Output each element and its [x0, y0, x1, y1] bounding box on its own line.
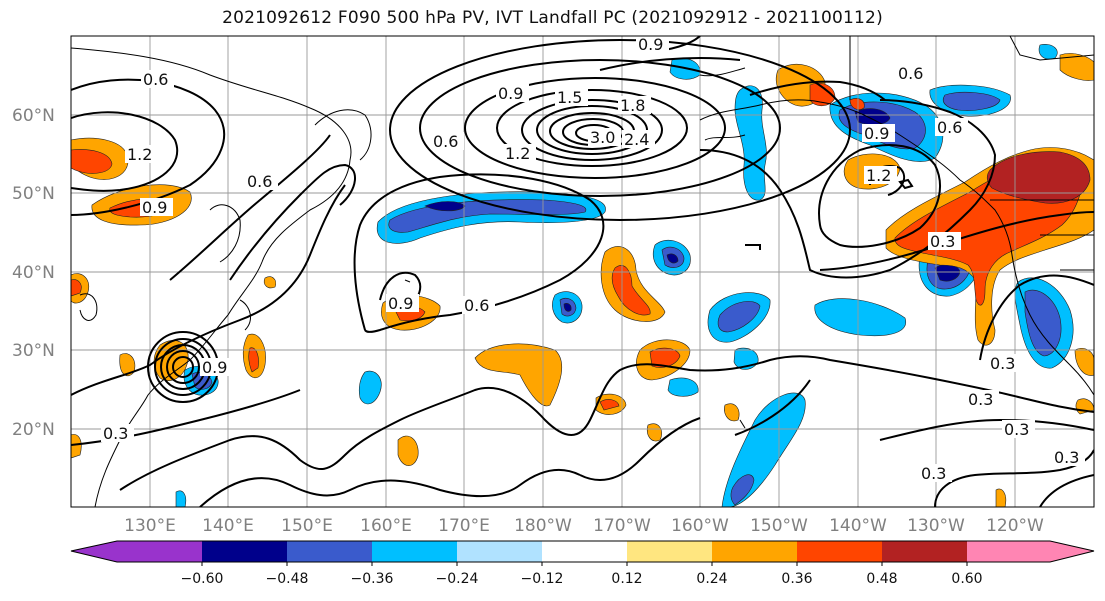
- contour-label: 0.3: [1004, 420, 1029, 439]
- colorbar-tick-label: −0.24: [436, 571, 479, 587]
- lat-label: 20°N: [12, 420, 55, 440]
- contour-label: 0.3: [921, 464, 946, 483]
- contour-label: 2.4: [624, 130, 649, 149]
- lon-label: 160°E: [360, 516, 412, 536]
- graticule: [71, 36, 1094, 507]
- colorbar-cell: [797, 541, 882, 562]
- contour-label: 1.2: [127, 145, 152, 164]
- map-title: 2021092612 F090 500 hPa PV, IVT Landfall…: [222, 8, 883, 28]
- colorbar-tick-label: 0.48: [866, 571, 897, 587]
- contour-label: 0.6: [898, 64, 923, 83]
- colorbar-cell: [882, 541, 967, 562]
- lon-label: 120°W: [986, 516, 1044, 536]
- colorbar-tick-label: −0.60: [181, 571, 224, 587]
- contour-label: 0.6: [433, 132, 458, 151]
- contour-label: 0.3: [1054, 448, 1079, 467]
- contour-label: 0.3: [930, 232, 955, 251]
- ivt-shading: [71, 44, 1094, 507]
- contour-label: 0.3: [990, 354, 1015, 373]
- lat-label: 50°N: [12, 184, 55, 204]
- colorbar-cell: [627, 541, 712, 562]
- lon-label: 170°E: [438, 516, 490, 536]
- colorbar-cell: [71, 541, 202, 562]
- contour-label: 1.2: [505, 144, 530, 163]
- colorbar-tick-label: −0.12: [521, 571, 564, 587]
- colorbar-tick-label: 0.36: [781, 571, 812, 587]
- colorbar-cell: [457, 541, 542, 562]
- colorbar-cell: [287, 541, 372, 562]
- contour-label: 3.0: [590, 128, 615, 147]
- colorbar-tick-label: −0.48: [266, 571, 309, 587]
- contour-label: 0.3: [968, 390, 993, 409]
- latitude-labels: 60°N 50°N 40°N 30°N 20°N: [12, 106, 55, 440]
- lat-label: 40°N: [12, 263, 55, 283]
- colorbar-outline: [70, 540, 1095, 563]
- lon-label: 170°W: [593, 516, 651, 536]
- colorbar-tick-label: −0.36: [351, 571, 394, 587]
- colorbar: −0.60 −0.48 −0.36 −0.24 −0.12 0.12 0.24 …: [70, 540, 1095, 587]
- contour-label: 0.3: [103, 424, 128, 443]
- lon-label: 180°W: [514, 516, 572, 536]
- contour-label: 0.9: [638, 35, 663, 54]
- map-frame: [70, 35, 1095, 508]
- coastlines: [71, 36, 1094, 507]
- colorbar-tick-label: 0.24: [696, 571, 727, 587]
- lon-label: 160°W: [671, 516, 729, 536]
- contour-label: 1.5: [557, 88, 582, 107]
- colorbar-tick-label: 0.60: [951, 571, 982, 587]
- lon-label: 130°E: [124, 516, 176, 536]
- contour-label: 1.2: [866, 166, 891, 185]
- contour-label: 0.9: [388, 294, 413, 313]
- contour-labels: 0.6 1.2 0.9 0.6 0.9 1.5 1.8 3.0 2.4 1.2 …: [101, 35, 1085, 483]
- contour-label: 0.6: [464, 296, 489, 315]
- contour-label: 0.9: [498, 84, 523, 103]
- lon-label: 140°E: [202, 516, 254, 536]
- lon-label: 150°W: [750, 516, 808, 536]
- contour-label: 0.9: [142, 198, 167, 217]
- contour-label: 0.9: [202, 358, 227, 377]
- lat-label: 30°N: [12, 341, 55, 361]
- contour-label: 1.8: [620, 96, 645, 115]
- colorbar-cell: [542, 541, 627, 562]
- contour-label: 0.6: [143, 70, 168, 89]
- colorbar-cell: [202, 541, 287, 562]
- lon-label: 150°E: [281, 516, 333, 536]
- contour-label: 0.6: [247, 172, 272, 191]
- lon-label: 130°W: [907, 516, 965, 536]
- lon-label: 140°W: [829, 516, 887, 536]
- longitude-labels: 130°E 140°E 150°E 160°E 170°E 180°W 170°…: [124, 516, 1044, 536]
- colorbar-cell: [712, 541, 797, 562]
- contour-label: 0.6: [937, 118, 962, 137]
- colorbar-tick-label: 0.12: [611, 571, 642, 587]
- contour-label: 0.9: [864, 124, 889, 143]
- lat-label: 60°N: [12, 106, 55, 126]
- colorbar-cell: [372, 541, 457, 562]
- colorbar-cell: [967, 541, 1094, 562]
